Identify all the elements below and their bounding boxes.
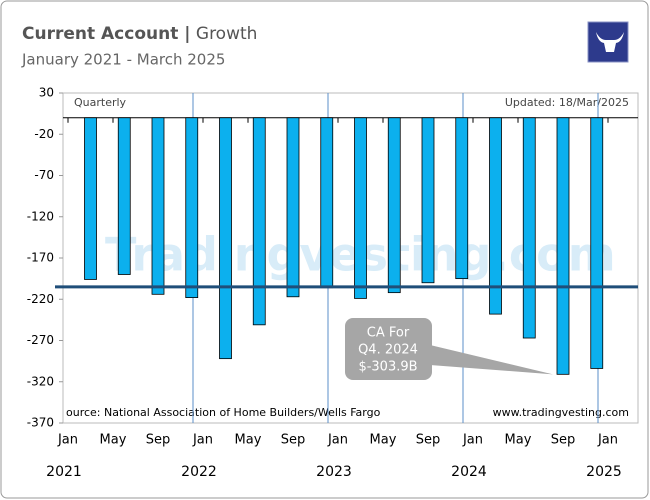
x-tick-label: May — [100, 433, 127, 448]
y-tick-label: -120 — [27, 209, 54, 223]
logo-bull — [596, 32, 624, 52]
year-label: 2021 — [46, 464, 82, 480]
title-main: Current Account | — [22, 24, 190, 44]
callout-text: Q4. 2024 — [358, 343, 418, 358]
year-label: 2022 — [181, 464, 217, 480]
chart-title: Current Account | Growth — [22, 24, 257, 44]
y-tick-label: -20 — [34, 127, 54, 141]
x-tick-label: Sep — [416, 433, 441, 448]
title-suffix: Growth — [196, 24, 258, 44]
year-label: 2024 — [451, 464, 487, 480]
x-tick-label: Sep — [281, 433, 306, 448]
bar — [590, 117, 604, 369]
bar — [489, 117, 502, 315]
x-tick-label: Jan — [597, 433, 618, 448]
callout-text: CA For — [367, 326, 410, 341]
bar — [185, 117, 199, 299]
x-tick-label: May — [235, 433, 262, 448]
bar — [354, 117, 367, 299]
source: ource: National Association of Home Buil… — [66, 406, 381, 419]
x-tick-label: May — [505, 433, 532, 448]
x-tick-label: Jan — [57, 433, 78, 448]
bar — [387, 117, 401, 294]
year-label: 2025 — [586, 464, 622, 480]
bar — [522, 117, 536, 339]
bar — [556, 117, 570, 375]
bar — [84, 117, 97, 280]
logo — [587, 21, 629, 63]
bar — [320, 117, 334, 289]
x-tick-label: Sep — [551, 433, 576, 448]
x-tick-label: Jan — [192, 433, 213, 448]
bar — [252, 117, 266, 326]
y-tick-label: -170 — [27, 251, 54, 265]
y-tick-label: 30 — [39, 86, 54, 100]
x-tick-label: Jan — [327, 433, 348, 448]
x-tick-label: Jan — [462, 433, 483, 448]
subtitle: January 2021 - March 2025 — [21, 51, 225, 69]
y-tick-label: -70 — [34, 168, 54, 182]
bar — [286, 117, 300, 298]
x-tick-label: May — [370, 433, 397, 448]
y-tick-label: -220 — [27, 292, 54, 306]
year-label: 2023 — [316, 464, 352, 480]
bar — [455, 117, 469, 280]
bar — [219, 117, 232, 360]
callout-box — [345, 318, 432, 380]
updated-label: Updated: 18/Mar/2025 — [505, 96, 629, 109]
frequency-label: Quarterly — [74, 96, 127, 109]
bar — [151, 117, 165, 295]
x-tick-label: Sep — [146, 433, 171, 448]
y-tick-label: -320 — [27, 374, 54, 388]
website: www.tradingvesting.com — [493, 406, 629, 419]
y-tick-label: -270 — [27, 333, 54, 347]
callout-text: $-303.9B — [358, 360, 417, 375]
bar — [117, 117, 131, 275]
bar — [421, 117, 435, 284]
y-tick-label: -370 — [27, 416, 54, 430]
callout-pointer — [430, 345, 553, 375]
